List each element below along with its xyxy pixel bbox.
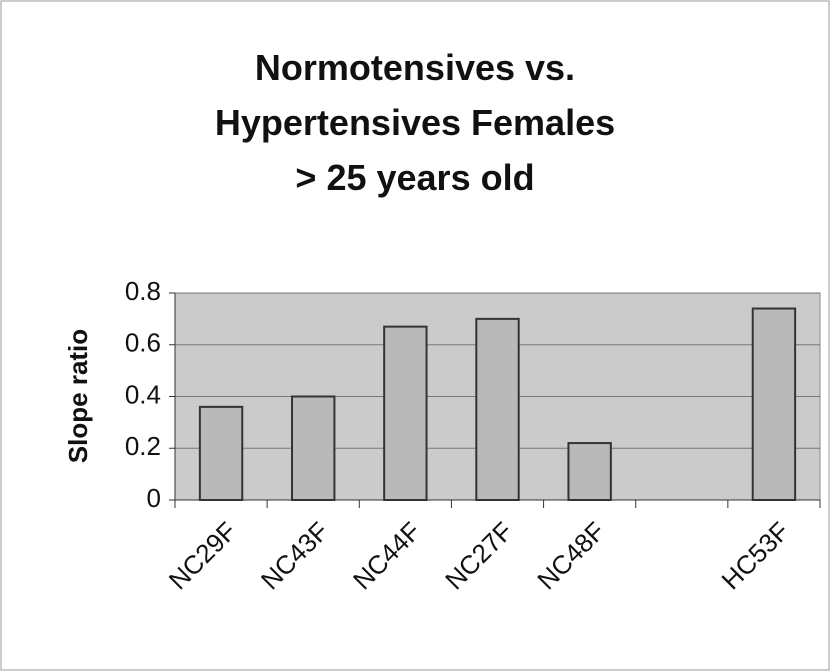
x-tick-label: HC53F — [716, 516, 795, 595]
bar — [291, 395, 336, 501]
x-tick-label: NC27F — [439, 516, 518, 595]
bar — [567, 442, 612, 502]
y-tick-label: 0.8 — [125, 276, 161, 306]
bar — [475, 317, 520, 501]
y-axis-label: Slope ratio — [63, 329, 93, 463]
x-tick-label: NC43F — [255, 516, 334, 595]
bar — [198, 405, 244, 502]
x-tick-label: NC29F — [163, 516, 242, 595]
chart-title: Normotensives vs. Hypertensives Females … — [214, 47, 616, 198]
y-tick-label: 0 — [147, 483, 161, 513]
x-tick-label: NC44F — [347, 516, 426, 595]
bar — [751, 307, 797, 501]
y-tick-label: 0.4 — [125, 379, 161, 409]
y-tick-label: 0.2 — [125, 431, 161, 461]
bar — [383, 325, 428, 502]
y-tick-label: 0.6 — [125, 328, 161, 358]
x-tick-label: NC48F — [531, 516, 610, 595]
